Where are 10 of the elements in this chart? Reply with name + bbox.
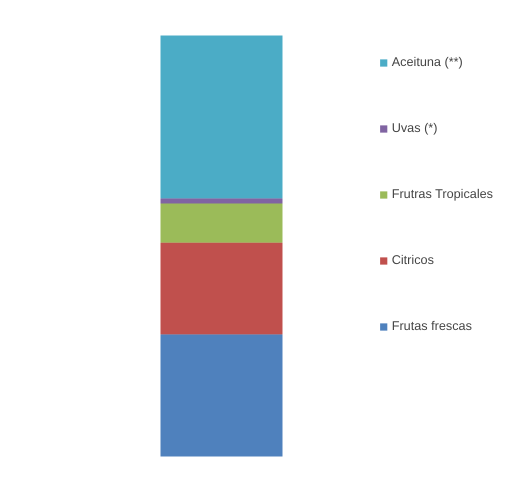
legend-label: Frutas frescas <box>392 319 472 333</box>
bar <box>160 203 282 243</box>
bar <box>160 36 282 198</box>
bar <box>160 198 282 204</box>
bar <box>160 242 282 334</box>
legend-label: Uvas (*) <box>392 121 438 135</box>
bar <box>160 334 282 456</box>
legend-label: Aceituna (**) <box>392 55 463 69</box>
legend-label: Citricos <box>392 253 434 267</box>
legend-label: Frutras Tropicales <box>392 187 493 201</box>
